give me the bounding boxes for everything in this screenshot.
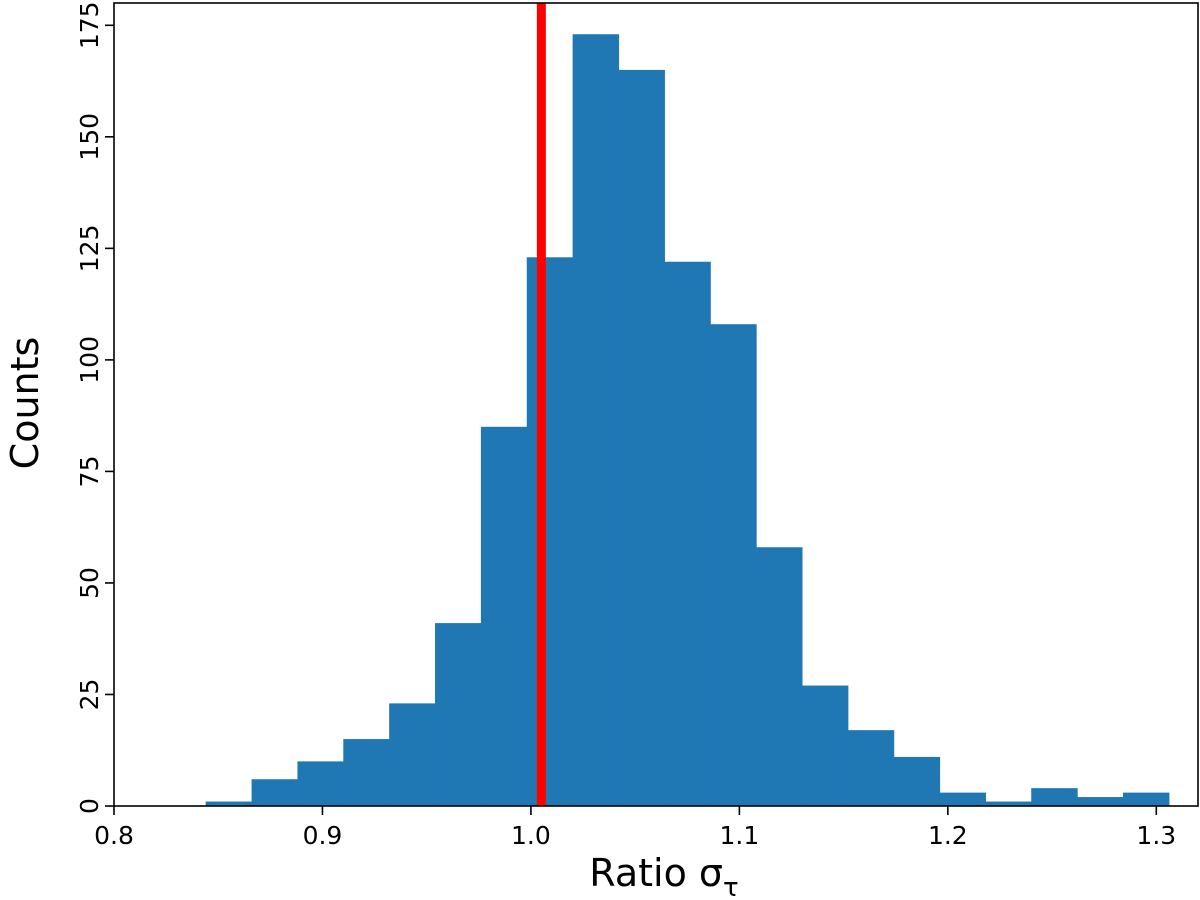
x-tick-label: 1.0 [511,821,551,850]
x-axis-label-main: Ratio σ [589,851,723,895]
histogram-bar [526,257,574,806]
y-tick-label: 175 [75,1,104,49]
histogram-bar [893,756,941,806]
y-tick-label: 150 [75,113,104,161]
histogram-bar [618,69,665,806]
x-tick-label: 0.8 [94,821,134,850]
x-tick-label: 1.3 [1136,821,1176,850]
histogram-bars [205,34,1170,806]
histogram-bar [710,324,757,806]
y-tick-label: 25 [75,679,104,711]
histogram-bar [1122,792,1170,806]
y-axis-label: Counts [3,337,47,470]
y-axis: 0 25 50 75 100 125 150 175 [75,1,114,814]
plot-frame [113,2,1199,807]
x-axis-label: Ratio στ [589,851,738,900]
x-tick-label: 1.1 [720,821,760,850]
histogram-bar [985,801,1032,806]
histogram-bar [1077,797,1124,806]
histogram-bar [205,801,253,806]
histogram-bar [343,739,390,806]
histogram-bar [664,261,711,806]
y-tick-label: 0 [75,798,104,814]
histogram-bar [847,730,895,806]
x-axis-label-subscript: τ [723,873,739,900]
histogram-bar [389,703,436,806]
histogram-bar [801,685,849,806]
histogram-bar [435,623,482,806]
y-tick-label: 100 [75,336,104,384]
histogram-bar [756,547,803,806]
histogram-bar [297,761,344,806]
histogram-bar [572,34,620,806]
histogram-bar [939,792,986,806]
histogram-bar [1031,788,1078,806]
x-tick-label: 1.2 [928,821,968,850]
x-axis: 0.8 0.9 1.0 1.1 1.2 1.3 [94,806,1176,850]
x-tick-label: 0.9 [303,821,343,850]
y-tick-label: 50 [75,567,104,599]
histogram-bar [251,779,299,806]
histogram-bar [480,426,528,806]
y-tick-label: 75 [75,456,104,488]
y-tick-label: 125 [75,225,104,273]
